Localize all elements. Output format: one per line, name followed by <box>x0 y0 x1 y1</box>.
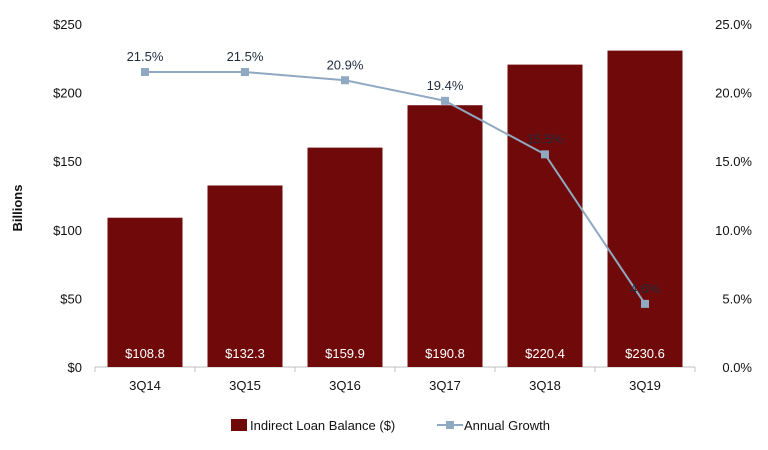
y-tick-label: $200 <box>53 86 82 101</box>
bar-value-label: $108.8 <box>125 346 165 361</box>
x-tick-label: 3Q14 <box>129 378 161 393</box>
bar-value-label: $132.3 <box>225 346 265 361</box>
bar-value-label: $220.4 <box>525 346 565 361</box>
axes-group: $0 $50 $100 $150 $200 $250 0.0% 5.0% 10.0% 15.0% 2… <box>53 17 752 393</box>
y2-tick-label: 10.0% <box>715 223 752 238</box>
legend-bar-label: Indirect Loan Balance ($) <box>250 418 395 433</box>
bar-value-label: $159.9 <box>325 346 365 361</box>
y2-tick-label: 5.0% <box>722 291 752 306</box>
x-tick-label: 3Q17 <box>429 378 461 393</box>
bar <box>307 147 383 367</box>
bar <box>407 105 483 367</box>
bar <box>507 64 583 367</box>
y-tick-label: $250 <box>53 17 82 32</box>
growth-marker <box>541 150 549 159</box>
y-tick-label: $50 <box>60 291 82 306</box>
legend: Indirect Loan Balance ($) Annual Growth <box>231 418 550 433</box>
legend-line-label: Annual Growth <box>464 418 550 433</box>
y-tick-label: $150 <box>53 154 82 169</box>
growth-value-label: 19.4% <box>427 78 464 93</box>
legend-bar-swatch <box>231 419 247 431</box>
growth-value-label: 21.5% <box>227 49 264 64</box>
y-tick-label: $0 <box>68 360 82 375</box>
bar-value-label: $230.6 <box>625 346 665 361</box>
y2-tick-label: 15.0% <box>715 154 752 169</box>
x-tick-label: 3Q19 <box>629 378 661 393</box>
growth-marker <box>241 68 249 77</box>
growth-value-label: 4.6% <box>630 281 660 296</box>
growth-line-group <box>141 68 649 308</box>
growth-marker <box>641 299 649 308</box>
growth-value-label: 15.5% <box>527 131 564 146</box>
y-tick-label: $100 <box>53 223 82 238</box>
growth-marker <box>141 68 149 77</box>
bar-value-label: $190.8 <box>425 346 465 361</box>
data-labels-group: $108.8 $132.3 $159.9 $190.8 $220.4 $230.6 21.5… <box>125 49 665 361</box>
x-tick-label: 3Q18 <box>529 378 561 393</box>
x-tick-label: 3Q15 <box>229 378 261 393</box>
legend-line-marker <box>446 421 454 429</box>
y2-tick-label: 25.0% <box>715 17 752 32</box>
y2-tick-label: 20.0% <box>715 86 752 101</box>
growth-line <box>145 71 646 305</box>
bar <box>107 217 183 367</box>
growth-marker <box>341 76 349 85</box>
x-tick-label: 3Q16 <box>329 378 361 393</box>
y-axis-title: Billions <box>10 185 25 232</box>
growth-value-label: 20.9% <box>327 57 364 72</box>
growth-value-label: 21.5% <box>127 49 164 64</box>
bar <box>207 185 283 367</box>
growth-marker <box>441 96 449 105</box>
bars-group <box>107 50 683 368</box>
bar <box>607 50 683 368</box>
y2-tick-label: 0.0% <box>722 360 752 375</box>
